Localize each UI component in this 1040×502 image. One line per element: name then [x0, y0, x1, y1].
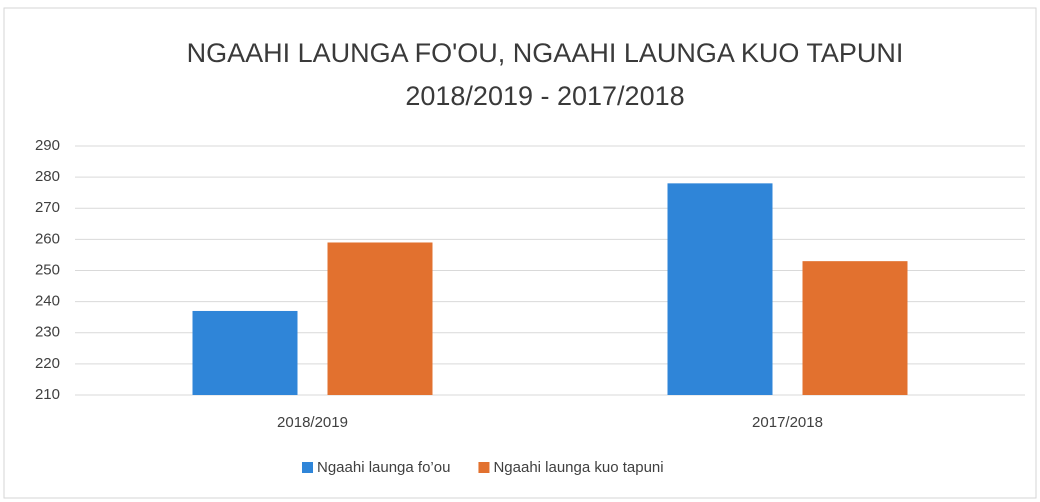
bar — [802, 261, 908, 395]
chart-title: 2018/2019 - 2017/2018 — [405, 81, 684, 111]
bar — [192, 310, 298, 395]
y-tick-label: 210 — [35, 386, 60, 403]
legend-swatch — [478, 462, 490, 473]
x-tick-label: 2017/2018 — [752, 414, 823, 431]
y-tick-label: 250 — [35, 261, 60, 278]
chart-title: NGAAHI LAUNGA FO'OU, NGAAHI LAUNGA KUO T… — [187, 38, 904, 68]
y-tick-label: 260 — [35, 230, 60, 247]
legend-swatch — [302, 462, 313, 473]
x-tick-label: 2018/2019 — [277, 414, 348, 431]
legend-label: Ngaahi launga kuo tapuni — [493, 459, 663, 476]
y-tick-label: 290 — [35, 137, 60, 154]
y-tick-label: 230 — [35, 324, 60, 341]
y-tick-label: 240 — [35, 293, 60, 310]
legend-label: Ngaahi launga fo’ou — [317, 459, 450, 476]
bar — [327, 242, 433, 395]
y-tick-label: 270 — [35, 199, 60, 216]
y-tick-label: 220 — [35, 355, 60, 372]
bar — [667, 183, 773, 395]
chart-frame — [3, 7, 1037, 499]
y-tick-label: 280 — [35, 168, 60, 185]
